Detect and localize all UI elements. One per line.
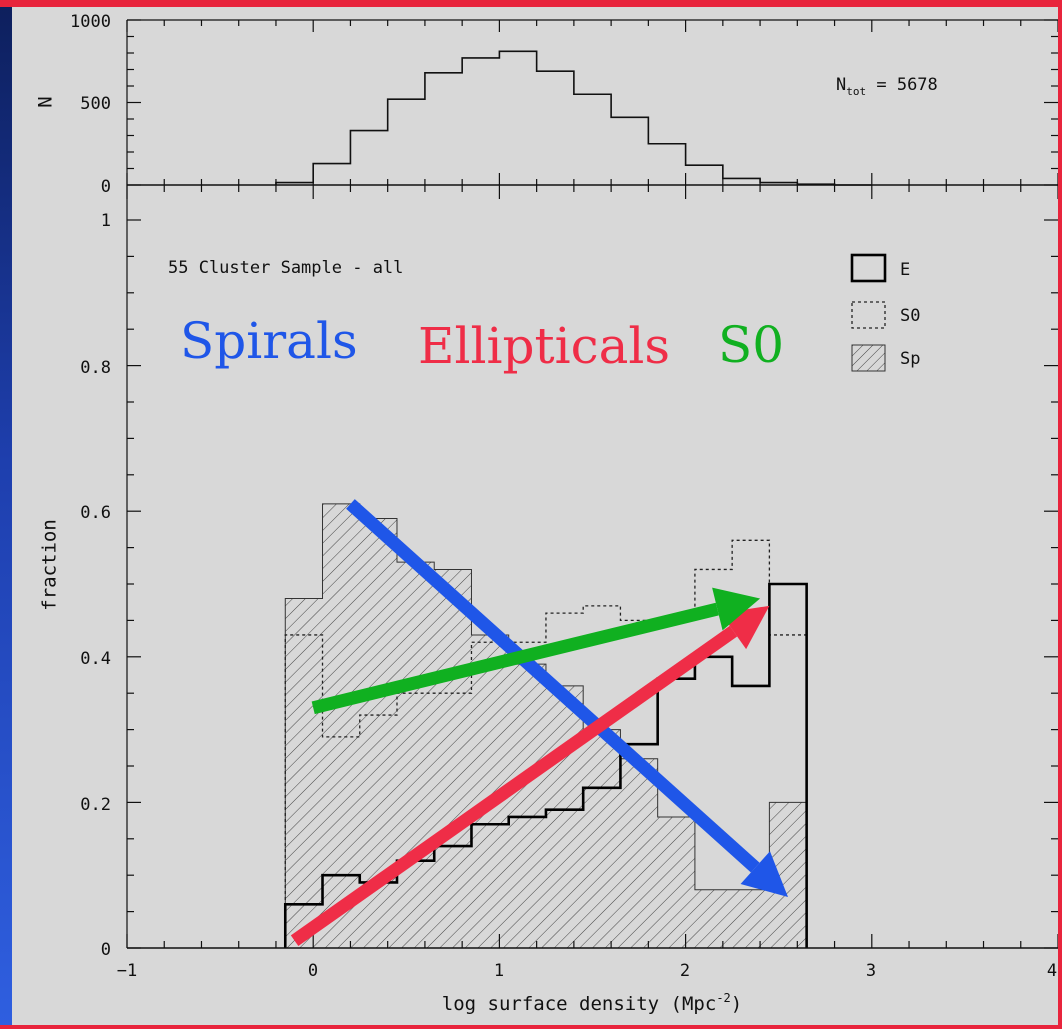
main-ytick-label: 1 bbox=[101, 211, 111, 231]
right-border bbox=[1058, 0, 1062, 1029]
main-xtick-label: 3 bbox=[866, 961, 876, 981]
main-xtick-label: −1 bbox=[117, 961, 137, 981]
main-panel: 1 0.8 0.6 0.4 0.2 0 −1 0 1 2 3 4 log sur… bbox=[39, 185, 1058, 1015]
main-xtick-label: 4 bbox=[1047, 961, 1057, 981]
spirals-trend-arrow-shaft bbox=[346, 499, 760, 873]
top-ytick-label: 0 bbox=[101, 177, 111, 197]
ntot-annotation: Ntot = 5678 bbox=[836, 75, 938, 98]
top-histogram bbox=[275, 50, 872, 186]
ntot-value: = 5678 bbox=[866, 75, 938, 95]
spirals-trend-arrow bbox=[346, 499, 789, 898]
main-xtick-label: 1 bbox=[494, 961, 504, 981]
ntot-label: N bbox=[836, 75, 846, 95]
main-ytick-label: 0.4 bbox=[80, 649, 111, 669]
top-panel: N 1000 500 0 Ntot = 5678 bbox=[35, 12, 1058, 197]
top-ytick-labels: 1000 500 0 bbox=[70, 12, 111, 197]
trend-arrows bbox=[290, 499, 789, 947]
legend-swatch-s0 bbox=[851, 301, 886, 329]
legend: E S0 Sp bbox=[850, 253, 920, 372]
legend-swatch-sp bbox=[851, 344, 886, 372]
top-ylabel: N bbox=[35, 96, 57, 107]
legend-label-sp: Sp bbox=[900, 349, 920, 369]
main-ytick-label: 0.2 bbox=[80, 795, 111, 815]
legend-swatch-e bbox=[850, 253, 887, 283]
main-ylabel: fraction bbox=[39, 519, 61, 611]
main-ytick-label: 0 bbox=[101, 940, 111, 960]
legend-label-e: E bbox=[900, 260, 910, 280]
main-xtick-label: 2 bbox=[680, 961, 690, 981]
top-ytick-label: 500 bbox=[80, 94, 111, 114]
annotation-s0: S0 bbox=[718, 316, 784, 374]
e-histogram bbox=[283, 582, 808, 948]
main-xtick-labels: −1 0 1 2 3 4 bbox=[117, 961, 1057, 981]
main-ytick-label: 0.6 bbox=[80, 503, 111, 523]
xlabel-superscript: -2 bbox=[716, 991, 730, 1005]
ellipticals-trend-arrow-shaft bbox=[290, 625, 738, 947]
main-ytick-label: 0.8 bbox=[80, 358, 111, 378]
xlabel-text: log surface density (Mpc bbox=[442, 993, 717, 1015]
s0-trend-arrow-shaft bbox=[311, 602, 719, 715]
sp-hatched-area bbox=[285, 503, 807, 948]
main-xlabel: log surface density (Mpc-2) bbox=[442, 991, 742, 1015]
annotation-ellipticals: Ellipticals bbox=[418, 317, 670, 375]
xlabel-close: ) bbox=[731, 993, 742, 1015]
main-ytick-labels: 1 0.8 0.6 0.4 0.2 0 bbox=[80, 211, 111, 960]
bottom-border bbox=[0, 1025, 1062, 1029]
legend-label-s0: S0 bbox=[900, 306, 920, 326]
top-border bbox=[0, 0, 1062, 7]
s0-histogram bbox=[284, 539, 808, 948]
top-ytick-label: 1000 bbox=[70, 12, 111, 32]
sample-title: 55 Cluster Sample - all bbox=[168, 258, 403, 278]
ntot-subscript: tot bbox=[846, 85, 866, 98]
s0-trend-arrow-head bbox=[712, 587, 761, 631]
annotation-spirals: Spirals bbox=[180, 312, 358, 370]
spirals-trend-arrow-head bbox=[740, 851, 789, 898]
s0-trend-arrow bbox=[311, 587, 761, 715]
main-xtick-label: 0 bbox=[308, 961, 318, 981]
